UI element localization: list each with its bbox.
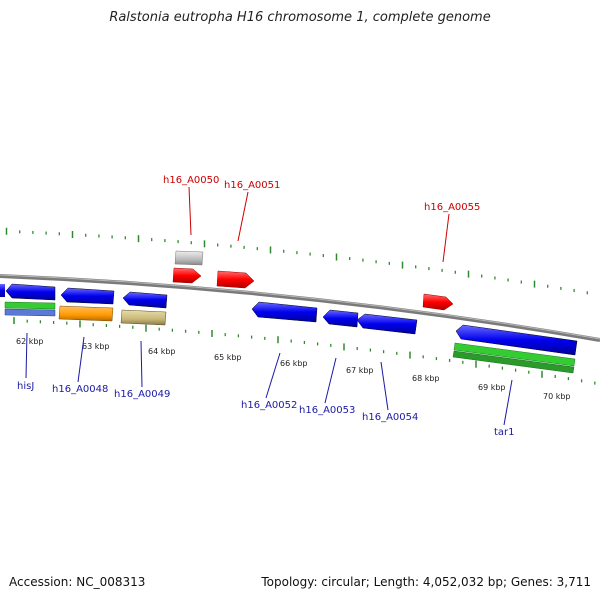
genome-summary-text: Topology: circular; Length: 4,052,032 bp… bbox=[261, 575, 591, 589]
kbp-labels: 62 kbp 63 kbp 64 kbp 65 kbp 66 kbp 67 kb… bbox=[16, 337, 571, 401]
reverse-genes bbox=[0, 283, 578, 356]
gene-label-h16-a0052[interactable]: h16_A0052 bbox=[241, 400, 297, 411]
bottom-gene-labels: hisJ h16_A0048 h16_A0049 h16_A0052 h16_A… bbox=[17, 381, 515, 438]
gene-reverse-arrow[interactable] bbox=[60, 287, 115, 305]
forward-genes bbox=[172, 250, 454, 311]
gene-forward-arrow[interactable] bbox=[172, 267, 202, 284]
feature-khaki[interactable] bbox=[120, 309, 167, 326]
lower-tick-row bbox=[13, 317, 596, 385]
kbp-label: 65 kbp bbox=[214, 353, 242, 362]
gene-h16-a0053[interactable] bbox=[322, 309, 359, 328]
gene-h16-a0055[interactable] bbox=[422, 293, 454, 311]
gene-h16-a0054[interactable] bbox=[356, 313, 418, 335]
gene-hisj-reverse[interactable] bbox=[5, 283, 56, 301]
gene-label-h16-a0049[interactable]: h16_A0049 bbox=[114, 389, 170, 400]
gene-label-h16-a0053[interactable]: h16_A0053 bbox=[299, 405, 355, 416]
gene-reverse-arrow[interactable] bbox=[0, 284, 5, 297]
kbp-label: 64 kbp bbox=[148, 347, 176, 356]
gene-label-h16-a0051[interactable]: h16_A0051 bbox=[224, 180, 280, 191]
gene-h16-a0050[interactable] bbox=[174, 250, 204, 266]
rna-feature-green[interactable] bbox=[4, 301, 56, 310]
gene-label-hisj[interactable]: hisJ bbox=[17, 381, 34, 392]
kbp-label: 67 kbp bbox=[346, 366, 374, 375]
feature-orange[interactable] bbox=[58, 305, 114, 322]
rna-feature-green[interactable] bbox=[453, 342, 576, 367]
gene-h16-a0052[interactable] bbox=[251, 301, 318, 323]
bottom-label-leaders bbox=[25, 332, 513, 426]
top-gene-labels: h16_A0050 h16_A0051 h16_A0055 bbox=[163, 175, 480, 213]
kbp-label: 63 kbp bbox=[82, 342, 110, 351]
kbp-label: 66 kbp bbox=[280, 359, 308, 368]
gene-label-tar1[interactable]: tar1 bbox=[494, 427, 515, 438]
accession-text: Accession: NC_008313 bbox=[9, 575, 146, 589]
gene-label-h16-a0054[interactable]: h16_A0054 bbox=[362, 412, 418, 423]
gene-tar1[interactable] bbox=[455, 324, 578, 356]
gene-label-h16-a0048[interactable]: h16_A0048 bbox=[52, 384, 108, 395]
upper-tick-row bbox=[5, 227, 588, 295]
kbp-label: 70 kbp bbox=[543, 392, 571, 401]
kbp-label: 62 kbp bbox=[16, 337, 44, 346]
gene-label-h16-a0055[interactable]: h16_A0055 bbox=[424, 202, 480, 213]
gene-reverse-arrow[interactable] bbox=[122, 291, 168, 309]
rna-feature-blue[interactable] bbox=[4, 308, 56, 317]
rna-feature-green[interactable] bbox=[452, 350, 575, 374]
map-title: Ralstonia eutropha H16 chromosome 1, com… bbox=[109, 10, 491, 25]
kbp-label: 69 kbp bbox=[478, 383, 506, 392]
kbp-label: 68 kbp bbox=[412, 374, 440, 383]
feature-track bbox=[4, 301, 576, 374]
gene-h16-a0051[interactable] bbox=[216, 270, 255, 289]
genome-backbone bbox=[0, 274, 600, 342]
gene-label-h16-a0050[interactable]: h16_A0050 bbox=[163, 175, 219, 186]
top-label-leaders bbox=[188, 186, 450, 263]
